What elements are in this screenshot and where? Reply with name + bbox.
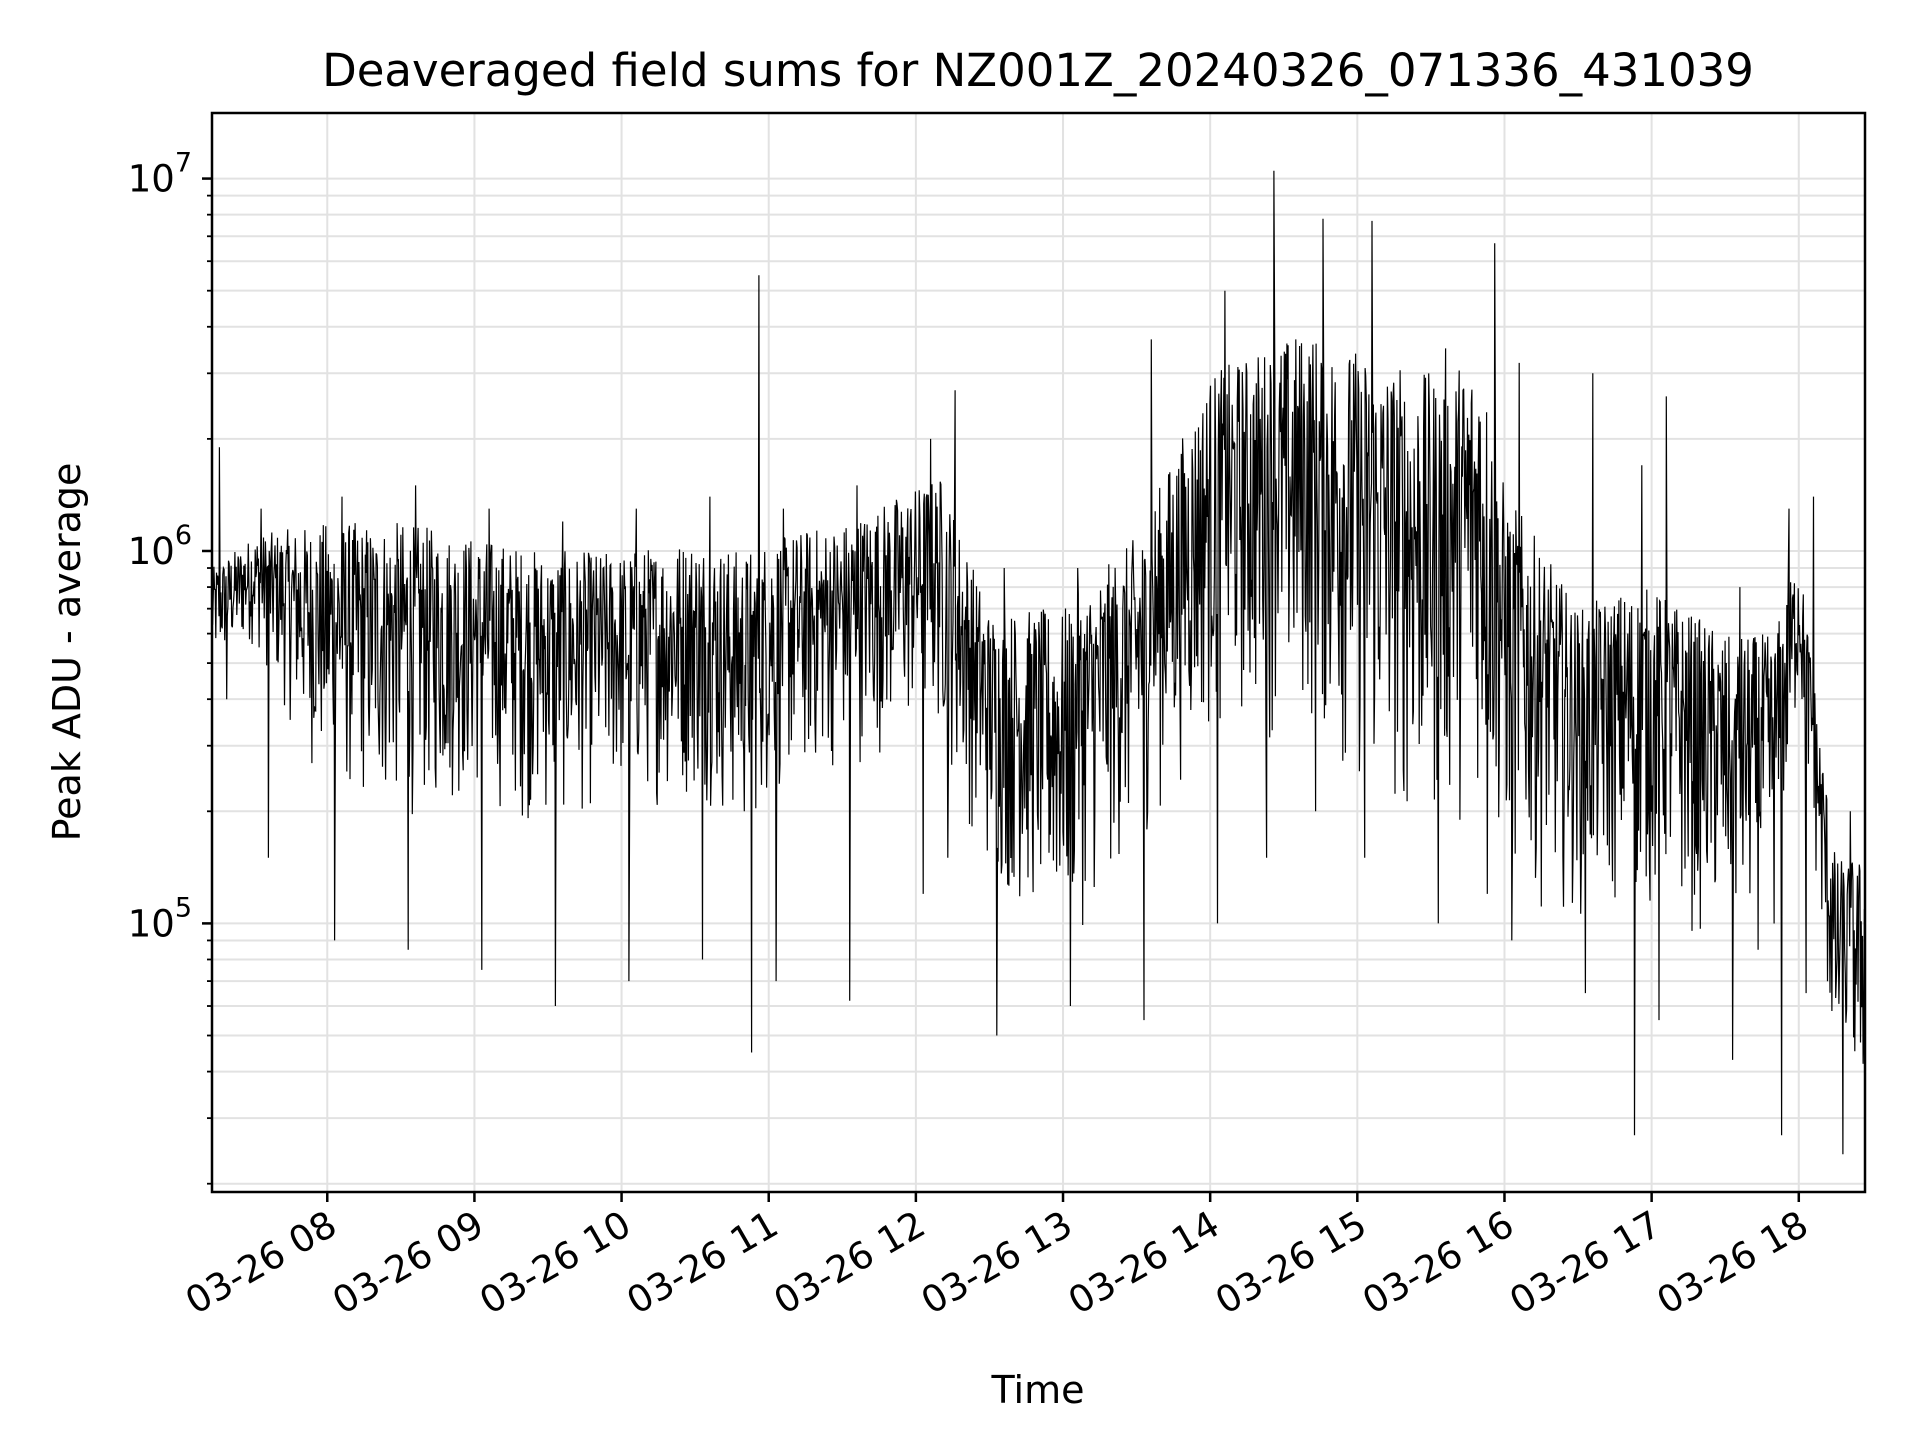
y-tick-exponent: 5: [175, 892, 192, 923]
y-tick-base: 10: [128, 530, 175, 573]
x-axis-label: Time: [991, 1368, 1085, 1412]
axes-frame: [210, 111, 1867, 1194]
plot-area: [211, 170, 1866, 1155]
y-tick-label: 107: [128, 148, 192, 201]
y-tick-base: 10: [128, 902, 175, 945]
y-tick-exponent: 7: [175, 148, 192, 179]
series-line: [211, 170, 1866, 1155]
y-tick-exponent: 6: [175, 520, 192, 551]
y-tick-label: 105: [128, 892, 192, 945]
y-axis-label: Peak ADU - average: [45, 463, 89, 842]
y-tick-base: 10: [128, 158, 175, 201]
y-tick-label: 106: [128, 520, 192, 573]
chart-title: Deaveraged field sums for NZ001Z_2024032…: [322, 44, 1754, 97]
